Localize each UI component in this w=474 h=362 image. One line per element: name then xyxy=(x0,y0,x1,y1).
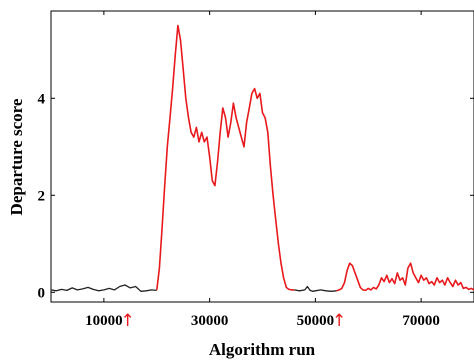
y-tick-label: 0 xyxy=(38,285,46,301)
change-markers: ↑ ↑ xyxy=(121,311,347,331)
series-line-4-anomaly xyxy=(336,262,474,292)
x-tick-label: 10000 xyxy=(85,313,123,329)
change-point-arrow: ↑ xyxy=(121,311,135,331)
x-tick-label: 70000 xyxy=(402,313,440,329)
plot-frame xyxy=(50,10,474,303)
x-tick-label: 50000 xyxy=(297,313,335,329)
change-point-arrow: ↑ xyxy=(332,311,346,331)
series-layer xyxy=(50,24,474,292)
y-tick-label: 2 xyxy=(38,188,46,204)
y-axis-label: Departure score xyxy=(7,98,26,215)
y-tick-label: 4 xyxy=(38,91,46,107)
x-tick-label: 30000 xyxy=(191,313,229,329)
x-axis-label: Algorithm run xyxy=(209,340,316,359)
series-line-3-normal xyxy=(294,285,337,292)
series-line-2-anomaly xyxy=(156,24,295,291)
ticks-layer: 10000 30000 50000 70000 0 2 4 xyxy=(38,11,474,329)
series-line-1-normal xyxy=(50,284,157,292)
